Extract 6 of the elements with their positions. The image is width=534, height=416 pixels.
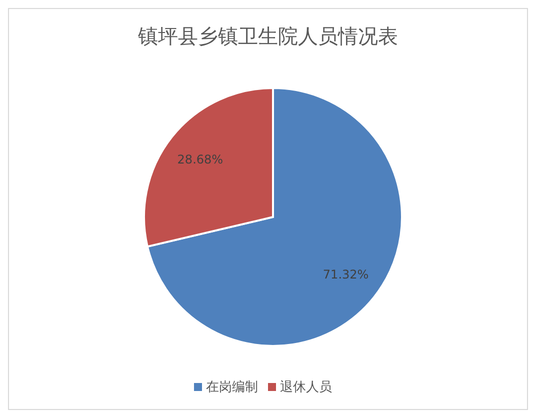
chart-title: 镇坪县乡镇卫生院人员情况表	[137, 23, 399, 50]
legend-label: 退休人员	[280, 380, 332, 395]
data-label: 71.32%	[322, 268, 369, 282]
data-label: 28.68%	[177, 152, 224, 166]
legend-label: 在岗编制	[206, 380, 258, 395]
pie-slice	[146, 87, 403, 347]
